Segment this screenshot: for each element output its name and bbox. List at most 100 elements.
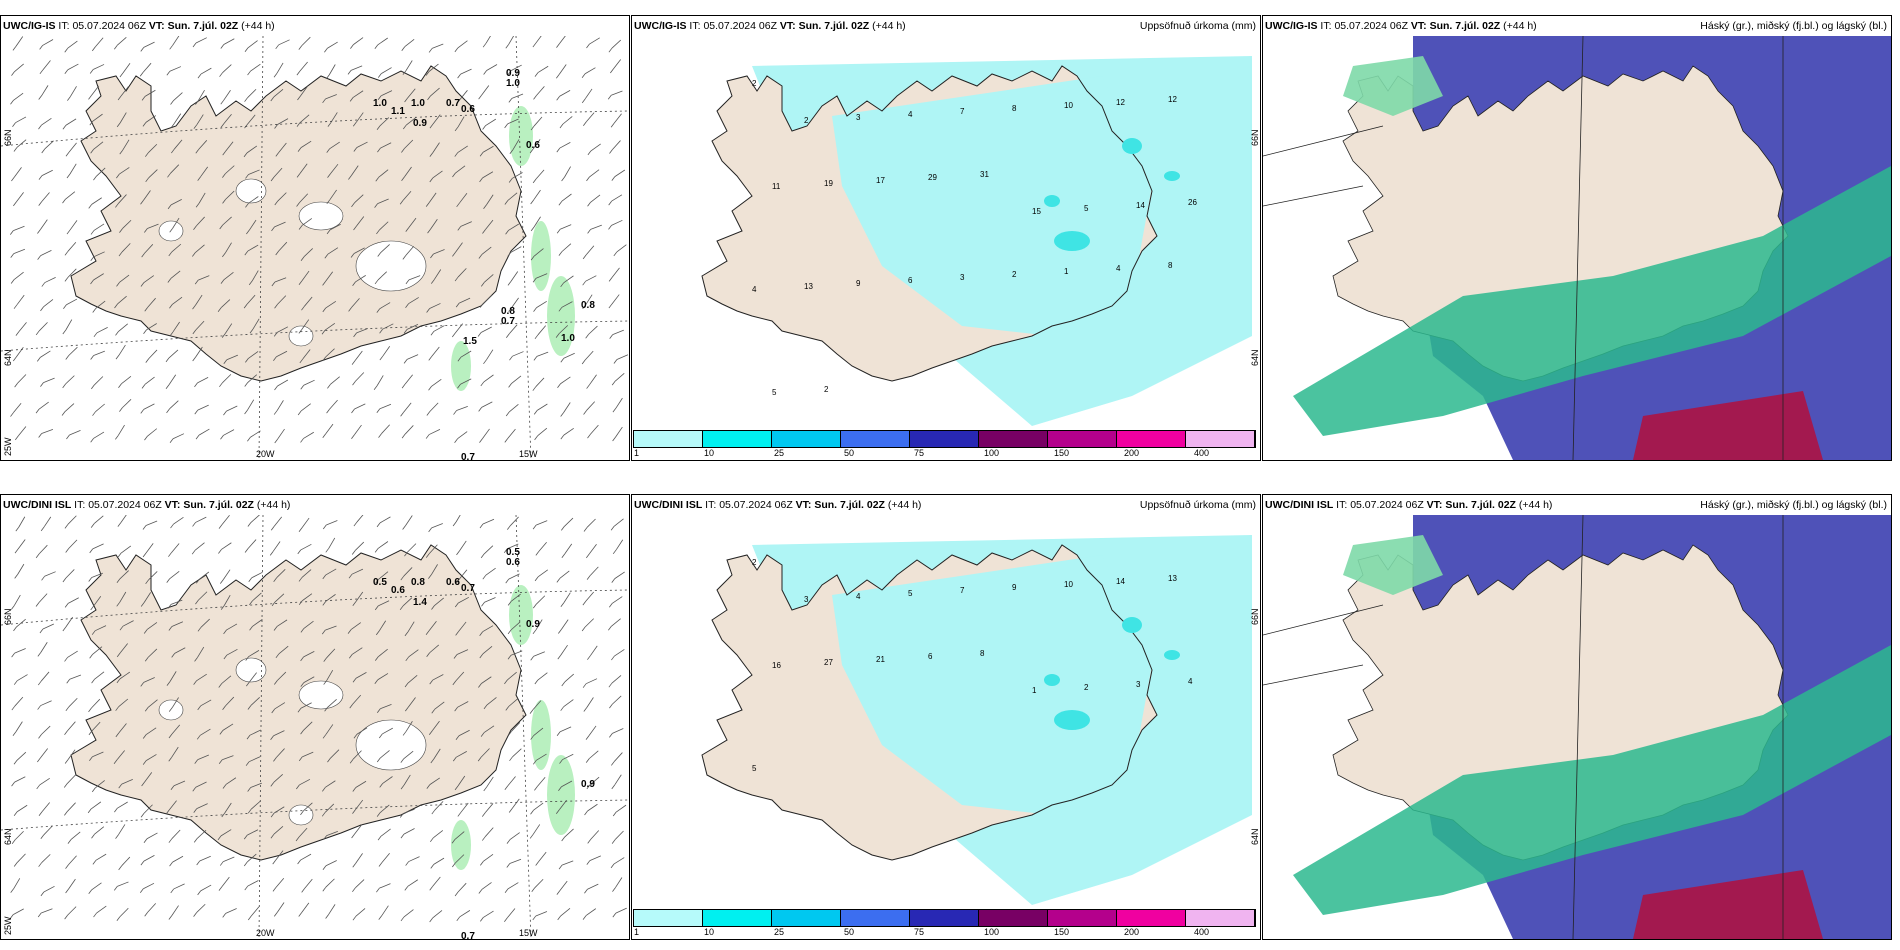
wind-barb-tick	[90, 355, 94, 360]
wind-barb	[380, 90, 393, 97]
wind-barb-tick	[561, 526, 565, 531]
wind-value-label: 0.7	[461, 583, 475, 594]
wind-barb	[148, 143, 158, 153]
wind-barb	[16, 751, 27, 761]
wind-barb-tick	[141, 384, 146, 389]
wind-barb-tick	[10, 253, 15, 258]
wind-barb	[222, 216, 232, 226]
wind-barb-tick	[64, 251, 69, 256]
wind-barb-tick	[166, 71, 171, 76]
wind-barb-tick	[557, 383, 561, 388]
wind-barb-tick	[273, 912, 278, 917]
wind-barb-tick	[457, 383, 461, 389]
wind-barb-tick	[556, 229, 561, 234]
precip-heavy-patch	[1044, 674, 1060, 686]
wind-barb-tick	[40, 382, 44, 387]
valid-time: Sun. 7.júl. 02Z	[167, 20, 242, 32]
wind-barb-tick	[195, 203, 200, 208]
wind-barb	[303, 651, 315, 658]
wind-barb	[380, 828, 391, 837]
wind-barb	[93, 431, 105, 439]
wind-barb-tick	[581, 359, 586, 365]
wind-barb-tick	[142, 552, 147, 558]
wind-barb-tick	[428, 386, 432, 391]
colorbar-swatch	[634, 431, 703, 447]
wind-value-label: 1.1	[391, 106, 405, 117]
lead-time: (+44 h)	[256, 499, 291, 511]
wind-barb-tick	[375, 630, 380, 636]
wind-barb	[69, 163, 77, 175]
wind-barb	[559, 36, 566, 44]
wind-barb	[614, 649, 625, 657]
wind-barb	[328, 904, 336, 915]
wind-barb-tick	[300, 729, 304, 735]
wind-barb	[301, 517, 310, 528]
wind-barb	[533, 189, 541, 201]
wind-barb-tick	[244, 548, 249, 553]
wind-barb-tick	[218, 549, 222, 554]
wind-barb-tick	[10, 279, 15, 284]
wind-barb-tick	[247, 70, 251, 76]
wind-barb-tick	[454, 276, 459, 282]
vt-label: VT:	[1426, 499, 1446, 511]
precip-value-label: 13	[1168, 574, 1177, 583]
wind-barb-tick	[429, 177, 434, 183]
wind-barb-tick	[37, 680, 42, 686]
wind-barb-tick	[425, 434, 430, 439]
wind-barb	[585, 591, 594, 602]
wind-value-label: 0.6	[391, 585, 405, 596]
wind-barb	[329, 399, 338, 410]
colorbar-tick-label: 200	[1124, 448, 1140, 458]
wind-barb	[559, 880, 568, 891]
wind-barb	[250, 906, 260, 917]
wind-barb-tick	[12, 46, 17, 51]
precip-value-label: 6	[908, 276, 913, 285]
wind-barb-tick	[300, 656, 304, 662]
wind-barb-tick	[168, 251, 173, 257]
wind-barb	[480, 326, 492, 333]
wind-barb	[145, 543, 154, 554]
wind-barb	[428, 63, 439, 72]
wind-barb	[456, 751, 467, 758]
wind-barb-tick	[557, 654, 562, 660]
wind-barb-tick	[115, 331, 119, 336]
wind-barb-tick	[503, 548, 508, 553]
wind-barb-tick	[298, 756, 303, 762]
wind-barb-tick	[192, 42, 197, 48]
wind-barb-tick	[115, 706, 119, 711]
wind-barb	[429, 644, 440, 654]
wind-barb-tick	[37, 652, 42, 657]
wind-barb-tick	[325, 914, 329, 919]
wind-barb-tick	[452, 252, 456, 257]
wind-barb	[431, 523, 443, 529]
wind-barb-tick	[117, 552, 122, 558]
wind-barb	[564, 543, 573, 554]
wind-barb	[65, 319, 73, 331]
wind-barb	[354, 541, 365, 551]
wind-barb-tick	[505, 43, 510, 49]
wind-barb-tick	[269, 551, 274, 556]
wind-barb	[351, 165, 359, 176]
wind-barb-tick	[376, 308, 381, 313]
wind-barb	[454, 831, 465, 840]
it-label: IT:	[1320, 20, 1335, 32]
wind-barb	[586, 401, 596, 411]
wind-barb	[613, 113, 622, 124]
wind-barb-tick	[456, 916, 461, 922]
wind-barb	[44, 277, 56, 283]
wind-barb	[459, 540, 467, 552]
wind-barb-tick	[607, 94, 612, 100]
wind-barb-tick	[301, 305, 305, 311]
wind-barb-tick	[223, 654, 228, 660]
wind-barb	[563, 699, 574, 708]
wind-barb	[246, 145, 258, 154]
wind-barb-tick	[11, 605, 15, 610]
wind-barb	[325, 423, 334, 434]
wind-barb	[355, 879, 365, 889]
wind-barb	[559, 224, 572, 230]
wind-barb-tick	[67, 839, 72, 844]
wind-barb-tick	[584, 810, 588, 816]
wind-barb	[247, 88, 257, 98]
precip-heavy-patch	[1054, 231, 1090, 251]
